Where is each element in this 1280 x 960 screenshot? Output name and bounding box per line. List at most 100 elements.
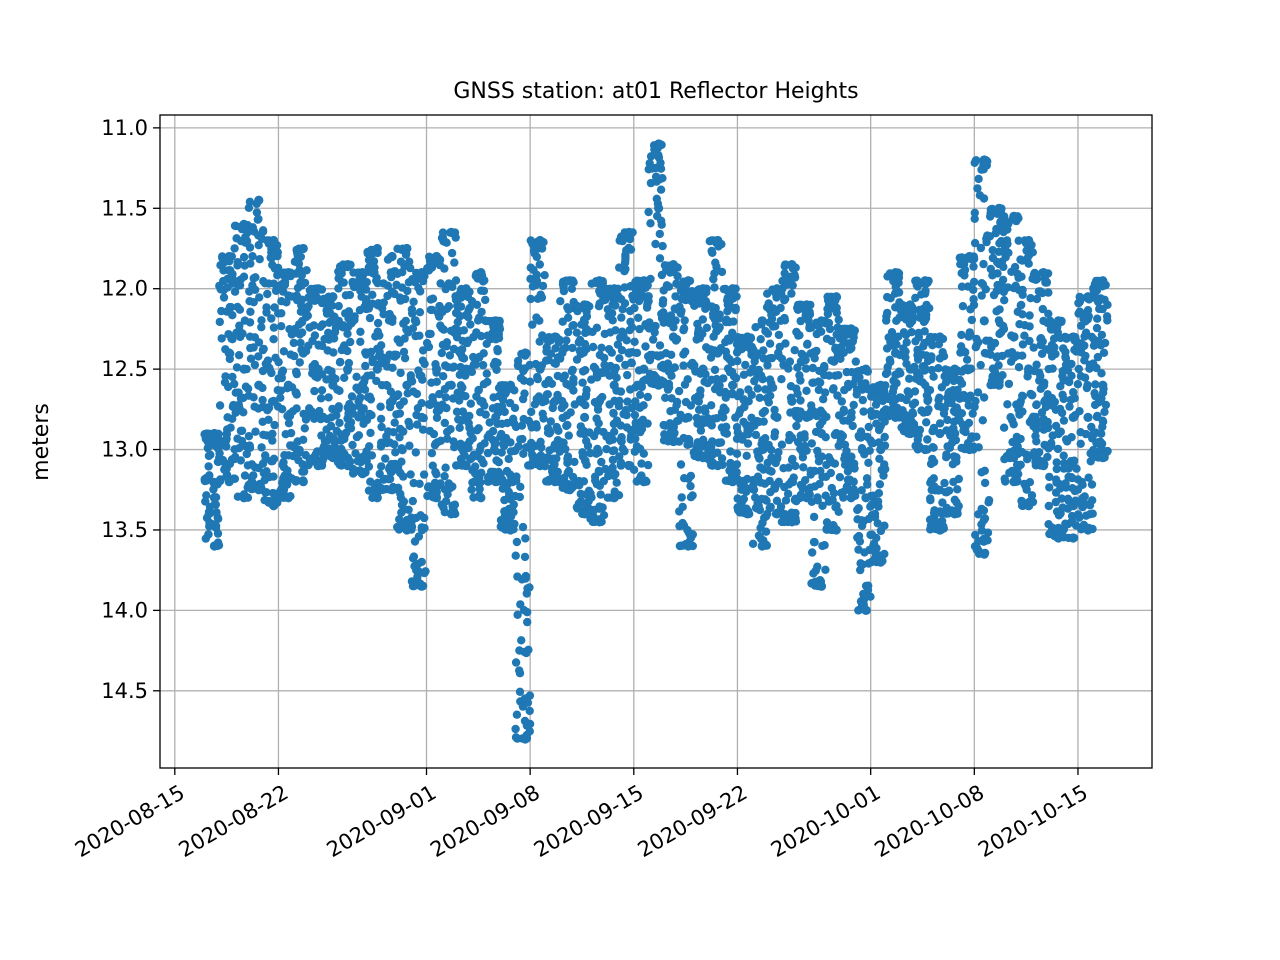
data-point [366,428,375,438]
data-point [897,393,906,402]
data-point [418,276,428,286]
data-point [1000,296,1009,305]
data-point [240,471,250,480]
data-point [813,446,822,456]
data-point [679,350,688,359]
data-point [906,412,915,422]
data-point [957,379,967,388]
data-point [303,311,312,320]
data-point [992,224,1001,234]
data-point [377,462,386,471]
data-point [616,333,625,342]
data-point [334,404,343,413]
data-point [503,418,512,428]
data-point [788,281,797,290]
data-point [795,371,804,380]
data-point [467,485,476,494]
data-point [1093,352,1103,362]
data-point [592,480,602,489]
data-point [870,509,880,519]
data-point [974,537,983,546]
data-point [664,367,674,376]
data-point [283,411,292,421]
data-point [753,384,762,393]
data-point [679,361,688,370]
data-point [609,284,619,294]
data-point [1041,402,1051,412]
data-point [491,412,501,422]
data-point [758,408,767,418]
data-point [828,385,838,394]
data-point [925,335,935,344]
data-point [1020,331,1029,340]
data-point [512,710,522,719]
data-point [352,432,362,442]
data-point [541,396,550,406]
data-point [1051,497,1061,507]
data-point [1018,407,1027,416]
data-point [694,446,703,455]
data-point [436,479,445,488]
data-point [824,453,834,462]
data-point [772,284,782,294]
data-point [890,412,901,422]
data-point [204,530,213,539]
data-point [245,297,254,306]
data-point [450,258,459,267]
data-point [514,442,523,451]
data-point [708,248,717,257]
data-point [298,477,308,487]
data-point [594,396,605,406]
data-point [372,493,382,503]
data-point [957,253,967,262]
data-point [851,357,860,366]
data-point [442,304,452,313]
data-point [388,363,397,372]
data-point [506,447,516,456]
data-point [631,292,640,301]
data-point [793,389,802,398]
chart-title: GNSS station: at01 Reflector Heights [453,79,858,104]
data-point [474,424,483,433]
data-point [883,308,892,318]
data-point [219,276,228,286]
data-point [289,338,298,348]
data-point [307,296,316,305]
data-point [597,457,606,467]
data-point [251,285,260,294]
data-point [1098,453,1108,463]
data-point [994,380,1004,390]
data-point [913,355,923,364]
data-point [801,364,811,373]
data-point [905,300,915,310]
data-point [529,265,538,275]
data-point [498,381,507,390]
data-point [974,443,983,452]
data-point [298,348,308,358]
data-point [652,194,661,203]
data-point [218,253,227,263]
data-point [820,388,830,397]
data-point [940,478,949,488]
data-point [564,327,573,337]
data-point [310,386,319,396]
data-point [764,398,773,407]
data-point [379,298,388,307]
data-point [475,446,484,455]
data-point [563,313,573,322]
data-point [397,457,406,466]
data-point [1032,360,1041,369]
data-point [512,472,521,481]
data-point [859,592,869,601]
data-point [587,375,596,384]
data-point [270,420,279,430]
data-point [990,338,1000,348]
data-point [1039,268,1049,278]
data-point [645,159,654,168]
data-point [831,428,841,439]
data-point [666,311,676,320]
y-tick-label: 14.0 [101,598,148,622]
data-point [527,407,536,417]
data-point [420,523,429,533]
data-point [793,437,803,447]
